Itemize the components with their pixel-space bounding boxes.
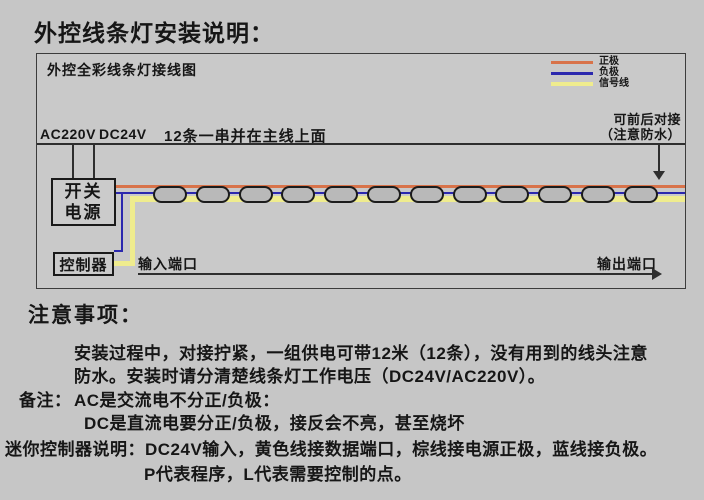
- remark-label: 备注：: [19, 391, 72, 410]
- note-line-1: 安装过程中，对接拧紧，一组供电可带12米（12条），没有用到的线头注意: [74, 344, 648, 363]
- controller-box: 控制器: [53, 252, 114, 276]
- legend-label-signal: 信号线: [599, 78, 629, 89]
- wiring-diagram-panel: 外控全彩线条灯接线图 正极 负极 信号线 AC220V DC24V 12条一串并…: [36, 53, 686, 289]
- legend-row-signal: 信号线: [551, 78, 629, 89]
- legend-label-positive: 正极: [599, 56, 619, 67]
- led-module: [324, 186, 358, 203]
- signal-wire-swatch: [551, 82, 593, 86]
- led-module: [281, 186, 315, 203]
- signal-wire-stub: [114, 261, 135, 266]
- negative-wire-swatch: [551, 71, 593, 75]
- direction-arrow-head-icon: [652, 268, 662, 280]
- wire-legend: 正极 负极 信号线: [551, 56, 629, 89]
- power-supply-label-line1: 开关: [64, 182, 103, 201]
- led-module: [453, 186, 487, 203]
- led-module: [410, 186, 444, 203]
- led-module: [153, 186, 187, 203]
- power-supply-box: 开关 电源: [51, 178, 116, 226]
- led-module: [538, 186, 572, 203]
- notes-heading: 注意事项：: [28, 304, 143, 327]
- ac-feed-drop-line: [72, 144, 74, 178]
- led-module: [239, 186, 273, 203]
- legend-row-positive: 正极: [551, 56, 629, 67]
- negative-wire-stub: [114, 250, 123, 252]
- signal-wire: [133, 196, 685, 202]
- string-count-note: 12条一串并在主线上面: [164, 128, 327, 145]
- main-feed-line: [37, 143, 685, 145]
- dc-feed-drop-line: [93, 144, 95, 178]
- input-port-label: 输入端口: [138, 256, 198, 272]
- joint-arrow-line: [658, 145, 660, 172]
- mini-controller-note-2: P代表程序，L代表需要控制的点。: [144, 465, 412, 484]
- direction-arrow-line: [138, 273, 654, 275]
- dc-voltage-label: DC24V: [99, 126, 147, 142]
- positive-wire-swatch: [551, 60, 593, 64]
- joint-note-line2: （注意防水）: [599, 127, 681, 142]
- led-module: [624, 186, 658, 203]
- page-title: 外控线条灯安装说明：: [34, 20, 274, 46]
- diagram-title: 外控全彩线条灯接线图: [47, 62, 197, 78]
- led-module: [495, 186, 529, 203]
- legend-label-negative: 负极: [599, 67, 619, 78]
- mini-controller-note-1: 迷你控制器说明：DC24V输入，黄色线接数据端口，棕线接电源正极，蓝线接负极。: [5, 440, 658, 459]
- remark-line-dc: DC是直流电要分正/负极，接反会不亮，甚至烧坏: [84, 414, 465, 433]
- remark-line-ac: AC是交流电不分正/负极：: [74, 391, 280, 410]
- controller-label: 控制器: [59, 256, 108, 274]
- note-line-2: 防水。安装时请分清楚线条灯工作电压（DC24V/AC220V）。: [74, 367, 546, 386]
- positive-wire: [116, 185, 685, 188]
- joint-arrow-head-icon: [653, 171, 665, 180]
- power-supply-label-line2: 电源: [64, 203, 103, 222]
- legend-row-negative: 负极: [551, 67, 629, 78]
- led-module: [367, 186, 401, 203]
- signal-wire-vertical: [130, 196, 135, 266]
- led-module: [581, 186, 615, 203]
- negative-wire-vertical: [121, 192, 123, 252]
- led-strip: [153, 186, 685, 203]
- led-module: [196, 186, 230, 203]
- joint-note: 可前后对接 （注意防水）: [600, 112, 681, 142]
- ac-voltage-label: AC220V: [40, 126, 96, 142]
- output-port-label: 输出端口: [597, 256, 657, 272]
- joint-note-line1: 可前后对接: [613, 112, 681, 127]
